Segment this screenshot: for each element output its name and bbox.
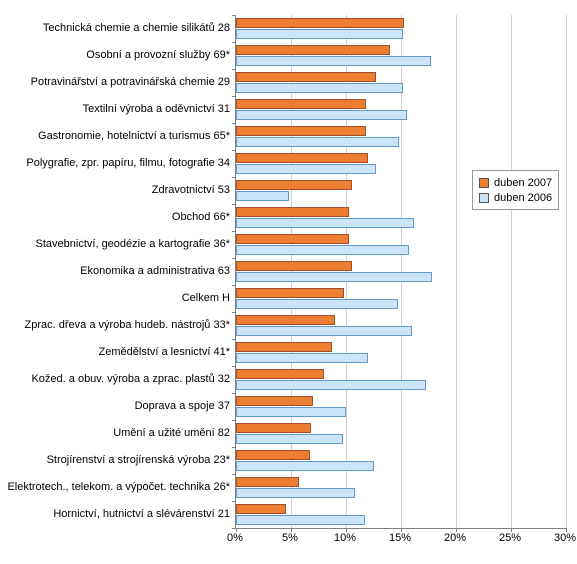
category-label: Ekonomika a administrativa 63 — [0, 258, 230, 285]
category-label: Gastronomie, hotelnictví a turismus 65* — [0, 123, 230, 150]
category-label: Umění a užité umění 82 — [0, 420, 230, 447]
bar-s2007 — [236, 45, 390, 55]
bar-s2007 — [236, 72, 376, 82]
category-label: Celkem H — [0, 285, 230, 312]
bar-s2006 — [236, 56, 431, 66]
bar-s2007 — [236, 342, 332, 352]
x-tick-label: 30% — [550, 532, 577, 544]
legend-label: duben 2007 — [494, 177, 552, 189]
bar-s2007 — [236, 126, 366, 136]
category-label: Doprava a spoje 37 — [0, 393, 230, 420]
bar-s2007 — [236, 261, 352, 271]
y-tick-mark — [232, 501, 236, 502]
y-tick-mark — [232, 177, 236, 178]
y-tick-mark — [232, 366, 236, 367]
category-label: Potravinářství a potravinářská chemie 29 — [0, 69, 230, 96]
gridline — [566, 15, 567, 528]
bar-s2006 — [236, 434, 343, 444]
bar-s2007 — [236, 180, 352, 190]
y-tick-mark — [232, 258, 236, 259]
bar-s2006 — [236, 461, 374, 471]
gridline — [511, 15, 512, 528]
y-tick-mark — [232, 393, 236, 394]
y-tick-mark — [232, 15, 236, 16]
bar-s2007 — [236, 207, 349, 217]
bar-s2006 — [236, 326, 412, 336]
bar-s2006 — [236, 191, 289, 201]
bar-s2007 — [236, 423, 311, 433]
x-tick-label: 25% — [495, 532, 525, 544]
y-tick-mark — [232, 231, 236, 232]
legend-swatch — [479, 178, 489, 188]
bar-s2007 — [236, 450, 310, 460]
bar-s2006 — [236, 110, 407, 120]
y-tick-mark — [232, 474, 236, 475]
category-label: Osobní a provozní služby 69* — [0, 42, 230, 69]
x-tick-label: 20% — [440, 532, 470, 544]
category-label: Stavebnictví, geodézie a kartografie 36* — [0, 231, 230, 258]
y-tick-mark — [232, 96, 236, 97]
gridline — [456, 15, 457, 528]
y-tick-mark — [232, 285, 236, 286]
bar-s2006 — [236, 488, 355, 498]
y-tick-mark — [232, 204, 236, 205]
y-tick-mark — [232, 69, 236, 70]
y-tick-mark — [232, 123, 236, 124]
category-label: Elektrotech., telekom. a výpočet. techni… — [0, 474, 230, 501]
x-tick-label: 5% — [275, 532, 305, 544]
plot-area — [235, 15, 566, 529]
legend: duben 2007 duben 2006 — [472, 170, 559, 210]
bar-s2007 — [236, 99, 366, 109]
category-label: Obchod 66* — [0, 204, 230, 231]
bar-s2007 — [236, 369, 324, 379]
y-tick-mark — [232, 42, 236, 43]
category-label: Zdravotnictví 53 — [0, 177, 230, 204]
bar-s2006 — [236, 380, 426, 390]
bar-s2006 — [236, 353, 368, 363]
legend-swatch — [479, 193, 489, 203]
x-tick-label: 0% — [220, 532, 250, 544]
y-tick-mark — [232, 312, 236, 313]
category-label: Polygrafie, zpr. papíru, filmu, fotograf… — [0, 150, 230, 177]
category-label: Technická chemie a chemie silikátů 28 — [0, 15, 230, 42]
bar-s2007 — [236, 315, 335, 325]
bar-s2006 — [236, 137, 399, 147]
y-tick-mark — [232, 528, 236, 529]
bar-s2006 — [236, 29, 403, 39]
bar-s2006 — [236, 218, 414, 228]
bar-s2006 — [236, 83, 403, 93]
bar-s2007 — [236, 153, 368, 163]
bar-s2007 — [236, 504, 286, 514]
y-tick-mark — [232, 420, 236, 421]
x-tick-label: 15% — [385, 532, 415, 544]
legend-item: duben 2006 — [479, 190, 552, 205]
bar-s2006 — [236, 164, 376, 174]
category-label: Zprac. dřeva a výroba hudeb. nástrojů 33… — [0, 312, 230, 339]
y-tick-mark — [232, 447, 236, 448]
bar-s2006 — [236, 515, 365, 525]
y-tick-mark — [232, 150, 236, 151]
category-label: Strojírenství a strojírenská výroba 23* — [0, 447, 230, 474]
category-label: Zemědělství a lesnictví 41* — [0, 339, 230, 366]
category-label: Kožed. a obuv. výroba a zprac. plastů 32 — [0, 366, 230, 393]
bar-s2006 — [236, 245, 409, 255]
bar-s2006 — [236, 272, 432, 282]
legend-item: duben 2007 — [479, 175, 552, 190]
y-tick-mark — [232, 339, 236, 340]
bar-s2007 — [236, 234, 349, 244]
bar-s2007 — [236, 288, 344, 298]
legend-label: duben 2006 — [494, 192, 552, 204]
bar-s2007 — [236, 477, 299, 487]
bar-chart: duben 2007 duben 2006 0% 5% 10% 15% 20% 25% 30%… — [0, 0, 577, 564]
category-label: Textilní výroba a oděvnictví 31 — [0, 96, 230, 123]
x-tick-label: 10% — [330, 532, 360, 544]
bar-s2006 — [236, 407, 346, 417]
category-label: Hornictví, hutnictví a slévárenství 21 — [0, 501, 230, 528]
bar-s2007 — [236, 18, 404, 28]
bar-s2007 — [236, 396, 313, 406]
bar-s2006 — [236, 299, 398, 309]
